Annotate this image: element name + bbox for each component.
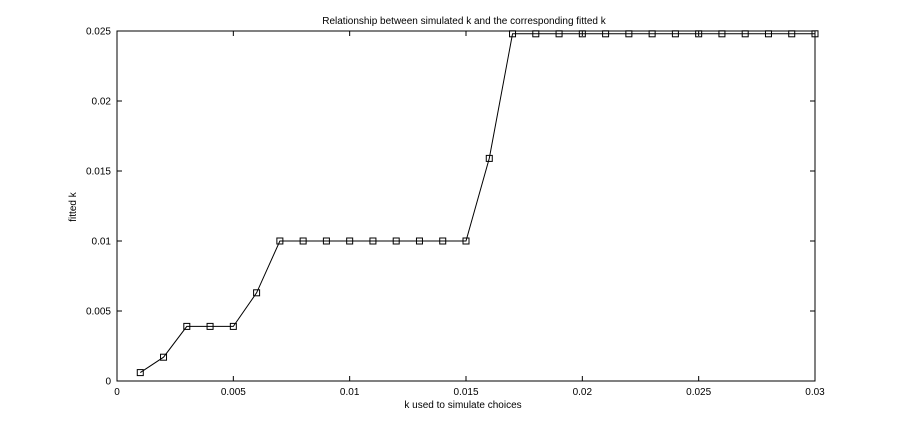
data-point-marker bbox=[206, 322, 214, 330]
data-point-marker bbox=[415, 237, 423, 245]
data-point-marker bbox=[695, 30, 703, 38]
data-point-marker bbox=[229, 322, 237, 330]
data-point-marker bbox=[392, 237, 400, 245]
x-tick-label: 0.02 bbox=[573, 387, 593, 398]
data-point-marker bbox=[346, 237, 354, 245]
data-point-marker bbox=[369, 237, 377, 245]
data-point-marker bbox=[183, 322, 191, 330]
y-axis-title: fitted k bbox=[68, 191, 79, 221]
data-point-marker bbox=[485, 154, 493, 162]
data-point-marker bbox=[299, 237, 307, 245]
y-tick-label: 0.01 bbox=[92, 237, 112, 248]
data-point-marker bbox=[788, 30, 796, 38]
x-tick-label: 0 bbox=[114, 387, 120, 398]
data-point-marker bbox=[509, 30, 517, 38]
data-point-marker bbox=[764, 30, 772, 38]
x-axis: 0 0.005 0.01 0.015 0.02 0.025 0.03 bbox=[114, 31, 825, 398]
y-tick-label: 0.02 bbox=[92, 97, 112, 108]
data-point-marker bbox=[625, 30, 633, 38]
data-point-marker bbox=[276, 237, 284, 245]
data-point-marker bbox=[811, 30, 819, 38]
series-line bbox=[139, 33, 815, 374]
data-point-marker bbox=[462, 237, 470, 245]
y-tick-label: 0.015 bbox=[86, 167, 111, 178]
data-point-marker bbox=[741, 30, 749, 38]
data-point-marker bbox=[322, 237, 330, 245]
data-point-marker bbox=[578, 30, 586, 38]
data-point-marker bbox=[532, 30, 540, 38]
data-point-marker bbox=[136, 369, 144, 377]
x-tick-label: 0.03 bbox=[805, 387, 825, 398]
chart-title: Relationship between simulated k and the… bbox=[322, 16, 607, 27]
plot-area bbox=[116, 30, 816, 382]
data-point-marker bbox=[602, 30, 610, 38]
series-markers bbox=[136, 30, 819, 377]
data-point-marker bbox=[160, 353, 168, 361]
x-axis-title: k used to simulate choices bbox=[404, 400, 521, 411]
data-point-marker bbox=[439, 237, 447, 245]
data-point-marker bbox=[555, 30, 563, 38]
data-point-marker bbox=[718, 30, 726, 38]
y-tick-label: 0 bbox=[105, 377, 111, 388]
x-tick-label: 0.005 bbox=[221, 387, 246, 398]
y-axis: 0 0.005 0.01 0.015 0.02 0.025 bbox=[86, 27, 815, 388]
x-tick-label: 0.01 bbox=[340, 387, 360, 398]
data-point-marker bbox=[671, 30, 679, 38]
x-tick-label: 0.015 bbox=[453, 387, 478, 398]
y-tick-label: 0.005 bbox=[86, 307, 111, 318]
data-point-marker bbox=[253, 289, 261, 297]
data-point-marker bbox=[648, 30, 656, 38]
y-tick-label: 0.025 bbox=[86, 27, 111, 38]
x-tick-label: 0.025 bbox=[686, 387, 711, 398]
